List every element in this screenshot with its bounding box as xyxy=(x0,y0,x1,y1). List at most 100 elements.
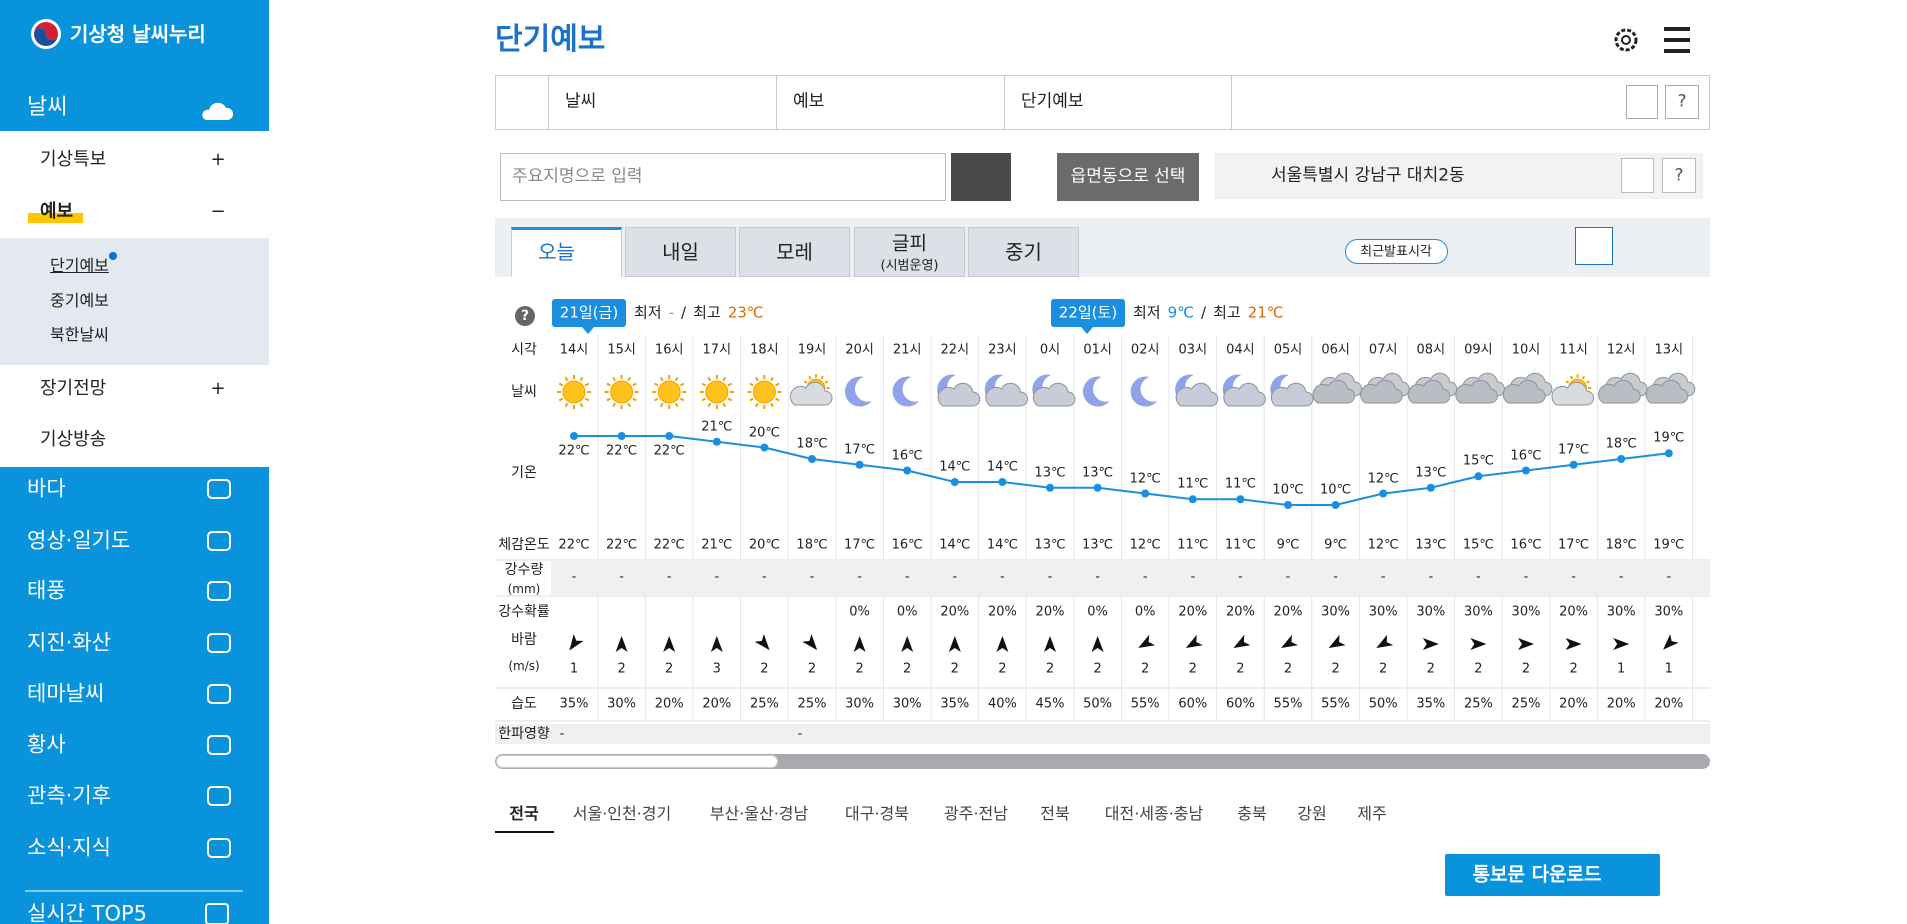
wind-speed: 2 xyxy=(903,661,912,677)
scrollbar-thumb[interactable] xyxy=(496,755,778,768)
breadcrumb-cell[interactable] xyxy=(549,75,777,130)
hour-label: 04시 xyxy=(1226,342,1255,358)
location-text[interactable]: 서울특별시 강남구 대치2동 xyxy=(1271,165,1465,186)
tab[interactable] xyxy=(739,227,850,277)
sidebar-section[interactable]: 테마날씨 xyxy=(27,681,105,706)
help-button[interactable] xyxy=(1662,158,1696,193)
sun-ray xyxy=(612,376,616,382)
region-tab[interactable]: 서울·인천·경기 xyxy=(572,804,672,823)
tab[interactable] xyxy=(854,227,965,277)
download-text[interactable]: 통보문 다운로드 xyxy=(1472,863,1602,886)
sun-ray xyxy=(674,376,679,382)
humidity-label: 45% xyxy=(1035,696,1065,712)
sidebar-section[interactable]: 황사 xyxy=(27,732,66,757)
search-button[interactable] xyxy=(951,153,1011,201)
humidity-label: 50% xyxy=(1083,696,1113,712)
sidebar-toggle[interactable]: + xyxy=(210,149,226,170)
breadcrumb-cell[interactable] xyxy=(1005,75,1232,130)
latest-button[interactable] xyxy=(1345,239,1448,264)
help-text[interactable]: ? xyxy=(599,245,608,261)
tab-label[interactable]: 중기 xyxy=(1005,240,1042,264)
wind-arrow-shape xyxy=(1281,634,1298,648)
wind-arrow-shape xyxy=(1565,638,1582,650)
rain-label: - xyxy=(1142,569,1148,585)
tab-label[interactable]: 오늘 xyxy=(538,240,575,264)
menu-title[interactable]: 날씨 xyxy=(27,95,68,120)
search-input[interactable] xyxy=(500,153,946,201)
view-graph[interactable] xyxy=(1575,227,1613,265)
submenu-item[interactable]: 중기예보 xyxy=(50,291,109,310)
breadcrumb-item[interactable]: 날씨 xyxy=(565,91,597,112)
region-tab[interactable]: 광주·전남 xyxy=(944,804,1008,823)
help-button[interactable] xyxy=(1665,85,1699,119)
wind-arrow xyxy=(710,636,723,652)
help-text[interactable]: ? xyxy=(1674,165,1684,186)
humidity-label: 35% xyxy=(559,696,589,712)
sidebar-section[interactable]: 관측·기후 xyxy=(27,783,111,808)
sidebar-section[interactable]: 바다 xyxy=(27,476,66,501)
tab[interactable] xyxy=(511,227,622,277)
tab-label[interactable]: 모레 xyxy=(776,240,813,264)
row-label: 강수량 xyxy=(504,562,544,578)
breadcrumb-item[interactable]: 단기예보 xyxy=(1021,91,1084,112)
tab-label[interactable]: 내일 xyxy=(662,240,699,264)
tab[interactable] xyxy=(625,227,736,277)
region-tab[interactable]: 전국 xyxy=(509,804,539,823)
select-button-text[interactable]: 읍면동으로 선택 xyxy=(1070,166,1186,187)
humidity-label: 50% xyxy=(1368,696,1398,712)
sidebar-section[interactable]: 태풍 xyxy=(27,578,66,603)
help-text[interactable]: ? xyxy=(1677,91,1687,112)
hour-label: 14시 xyxy=(559,342,589,358)
hour-label: 15시 xyxy=(607,342,636,358)
rain-label: - xyxy=(1523,569,1529,585)
temp-point xyxy=(1236,495,1245,504)
scrollbar-track[interactable] xyxy=(495,754,1710,769)
day-label: 21일(금) xyxy=(559,303,619,322)
breadcrumb-cell[interactable] xyxy=(777,75,1005,130)
region-tab[interactable]: 제주 xyxy=(1357,804,1387,823)
wind-arrow-shape xyxy=(802,634,818,651)
sidebar-top5[interactable]: 실시간 TOP5 xyxy=(27,901,148,924)
wind-arrow xyxy=(1044,636,1056,652)
sun-ray xyxy=(820,375,824,380)
region-tab[interactable]: 강원 xyxy=(1297,804,1327,823)
section-icon xyxy=(207,479,231,499)
sun xyxy=(705,380,729,404)
sidebar-toggle[interactable]: + xyxy=(210,378,226,399)
sidebar-section[interactable]: 영상·일기도 xyxy=(27,528,131,553)
share-button[interactable] xyxy=(1626,85,1658,119)
help-text[interactable]: ? xyxy=(520,308,530,324)
latest-button-text[interactable]: 최근발표시각 xyxy=(1360,244,1432,260)
sidebar-section[interactable]: 지진·화산 xyxy=(27,630,111,655)
section-icon xyxy=(207,531,231,551)
favorite-button[interactable] xyxy=(1621,158,1654,193)
rain-label: - xyxy=(1380,569,1386,585)
day-badge-tail xyxy=(582,327,594,334)
wind-arrow xyxy=(853,636,866,652)
temp-label: 11℃ xyxy=(1177,476,1209,492)
sidebar-item[interactable]: 기상특보 xyxy=(40,149,107,170)
region-tab[interactable]: 대구·경북 xyxy=(845,804,909,823)
wind-arrow xyxy=(1091,636,1104,652)
download-button[interactable] xyxy=(1445,854,1660,896)
day-max-label: 최고 xyxy=(1213,303,1241,322)
select-button[interactable] xyxy=(1057,153,1199,201)
sidebar-item[interactable]: 기상방송 xyxy=(40,429,107,450)
sidebar-toggle[interactable]: − xyxy=(210,201,226,222)
tab-note[interactable]: (시범운영) xyxy=(880,258,939,274)
region-tab[interactable]: 부산·울산·경남 xyxy=(709,804,809,823)
search-placeholder[interactable]: 주요지명으로 입력 xyxy=(512,166,643,187)
region-tab[interactable]: 충북 xyxy=(1237,804,1267,823)
menu-icon xyxy=(202,102,234,120)
sidebar-item[interactable]: 장기전망 xyxy=(40,378,107,399)
sidebar-section[interactable]: 소식·지식 xyxy=(27,835,111,860)
breadcrumb-item[interactable]: 예보 xyxy=(793,91,825,112)
region-tab[interactable]: 전북 xyxy=(1040,804,1070,823)
submenu-item[interactable]: 북한날씨 xyxy=(50,325,109,344)
tab-label[interactable]: 글피 xyxy=(892,232,927,255)
tab[interactable] xyxy=(968,227,1079,277)
region-tab[interactable]: 대전·세종·충남 xyxy=(1104,804,1204,823)
submenu-item[interactable]: 단기예보 xyxy=(50,256,109,275)
row-label: 기온 xyxy=(511,465,537,481)
sidebar-item[interactable]: 예보 xyxy=(40,201,74,222)
